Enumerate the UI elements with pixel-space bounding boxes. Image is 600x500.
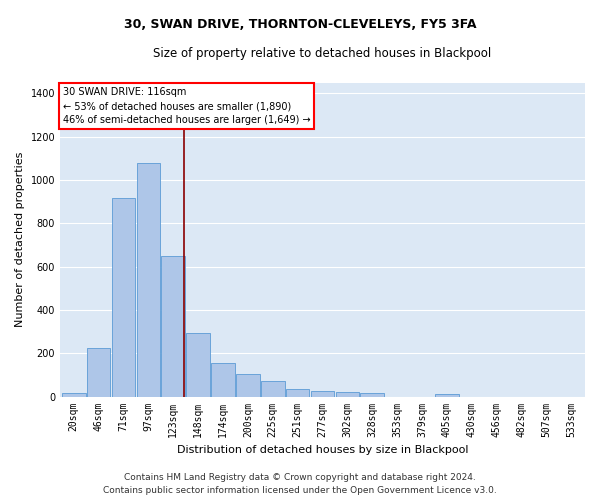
Bar <box>286 389 310 396</box>
Title: Size of property relative to detached houses in Blackpool: Size of property relative to detached ho… <box>154 48 491 60</box>
Bar <box>161 256 185 396</box>
Bar <box>236 374 260 396</box>
Bar <box>435 394 459 396</box>
Bar <box>335 392 359 396</box>
Bar <box>261 382 284 396</box>
Bar <box>87 348 110 397</box>
Bar <box>311 391 334 396</box>
Text: 30 SWAN DRIVE: 116sqm
← 53% of detached houses are smaller (1,890)
46% of semi-d: 30 SWAN DRIVE: 116sqm ← 53% of detached … <box>62 87 310 125</box>
Text: Contains HM Land Registry data © Crown copyright and database right 2024.
Contai: Contains HM Land Registry data © Crown c… <box>103 474 497 495</box>
X-axis label: Distribution of detached houses by size in Blackpool: Distribution of detached houses by size … <box>177 445 468 455</box>
Bar <box>361 394 384 396</box>
Y-axis label: Number of detached properties: Number of detached properties <box>15 152 25 327</box>
Bar <box>187 332 210 396</box>
Bar <box>62 394 86 396</box>
Bar <box>137 162 160 396</box>
Text: 30, SWAN DRIVE, THORNTON-CLEVELEYS, FY5 3FA: 30, SWAN DRIVE, THORNTON-CLEVELEYS, FY5 … <box>124 18 476 30</box>
Bar <box>112 198 136 396</box>
Bar <box>211 363 235 396</box>
